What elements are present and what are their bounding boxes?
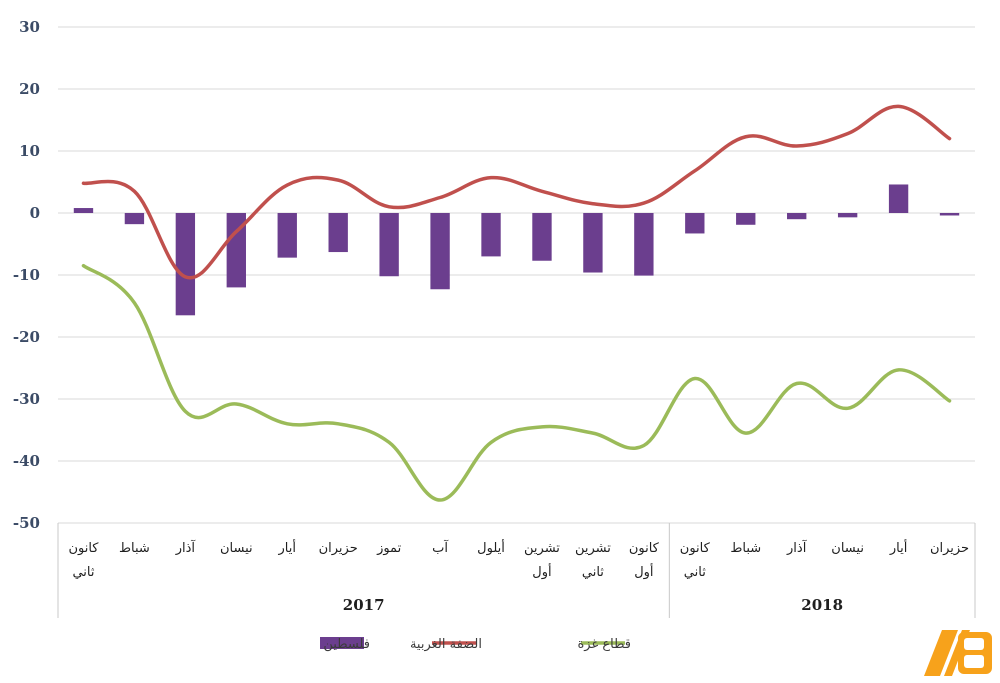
x-tick-label: أيار	[278, 539, 296, 556]
x-tick-label: آذار	[786, 539, 808, 556]
line-layer	[81, 104, 952, 502]
y-tick-label: -20	[13, 328, 40, 346]
legend-label: فلسطين	[323, 637, 370, 652]
bar-mark	[430, 213, 450, 290]
x-tick-label: حزيران	[930, 541, 969, 556]
y-tick-label: 10	[19, 142, 40, 160]
y-tick-label: -10	[13, 266, 40, 284]
bar-mark	[888, 184, 909, 213]
x-tick-label: ثاني	[582, 565, 604, 580]
grid-layer	[58, 26, 975, 524]
x-tick-label: نيسان	[220, 541, 253, 556]
x-tick-label: شباط	[119, 541, 150, 556]
series-line	[81, 263, 952, 502]
y-tick-label: 20	[19, 80, 40, 98]
bar-mark	[379, 213, 399, 277]
y-tick-label: 30	[19, 18, 40, 36]
bar-mark	[277, 213, 297, 258]
bar-mark	[787, 213, 807, 220]
bar-layer	[73, 184, 960, 316]
bar-mark	[939, 213, 960, 216]
legend-label: قطاع غزة	[577, 637, 631, 652]
y-tick-label: -50	[13, 514, 40, 532]
x-tick-label: تشرين	[575, 541, 611, 556]
bar-mark	[481, 213, 501, 257]
legend-label: الضفة الغربية	[410, 637, 482, 652]
x-tick-label: كانون	[68, 541, 99, 556]
x-tick-label: تشرين	[524, 541, 560, 556]
x-tick-label: شباط	[730, 541, 761, 556]
bar-mark	[837, 213, 858, 218]
x-tick-label: أول	[532, 563, 551, 580]
x-tick-label: نيسان	[831, 541, 864, 556]
x-tick-label: كانون	[680, 541, 711, 556]
logo	[924, 630, 992, 676]
y-tick-label: -30	[13, 390, 40, 408]
x-tick-label: ثاني	[72, 565, 94, 580]
legend-swatch	[320, 637, 364, 649]
axis-layer: 30 20 10 0 -10 -20 -30 -40 -50 2017 2018 كانون ثاني ش…	[13, 18, 976, 618]
x-tick-label: أيار	[889, 539, 907, 556]
bar-mark	[226, 213, 246, 288]
group-label: 2018	[801, 596, 843, 614]
x-tick-label: أيلول	[477, 539, 505, 556]
bar-mark	[532, 213, 552, 261]
bar-mark	[634, 213, 654, 276]
x-tick-label: أول	[634, 563, 653, 580]
x-tick-label: آب	[432, 539, 449, 556]
bar-mark	[175, 213, 196, 316]
bar-mark	[685, 213, 705, 234]
bar-mark	[328, 213, 348, 253]
x-tick-label: كانون	[629, 541, 660, 556]
series-line	[81, 104, 952, 280]
group-label: 2017	[343, 596, 385, 614]
bar-mark	[583, 213, 603, 273]
x-tick-label: حزيران	[319, 541, 358, 556]
y-tick-label: -40	[13, 452, 40, 470]
bar-mark	[73, 208, 94, 213]
x-tick-label: آذار	[175, 539, 197, 556]
legend: فلسطين الضفة الغربية قطاع غزة	[320, 637, 631, 652]
y-tick-label: 0	[30, 204, 40, 222]
bar-mark	[736, 213, 756, 225]
x-tick-label: ثاني	[684, 565, 706, 580]
brand-logo	[924, 630, 992, 676]
bar-mark	[124, 213, 145, 225]
x-tick-label: تموز	[376, 541, 402, 556]
